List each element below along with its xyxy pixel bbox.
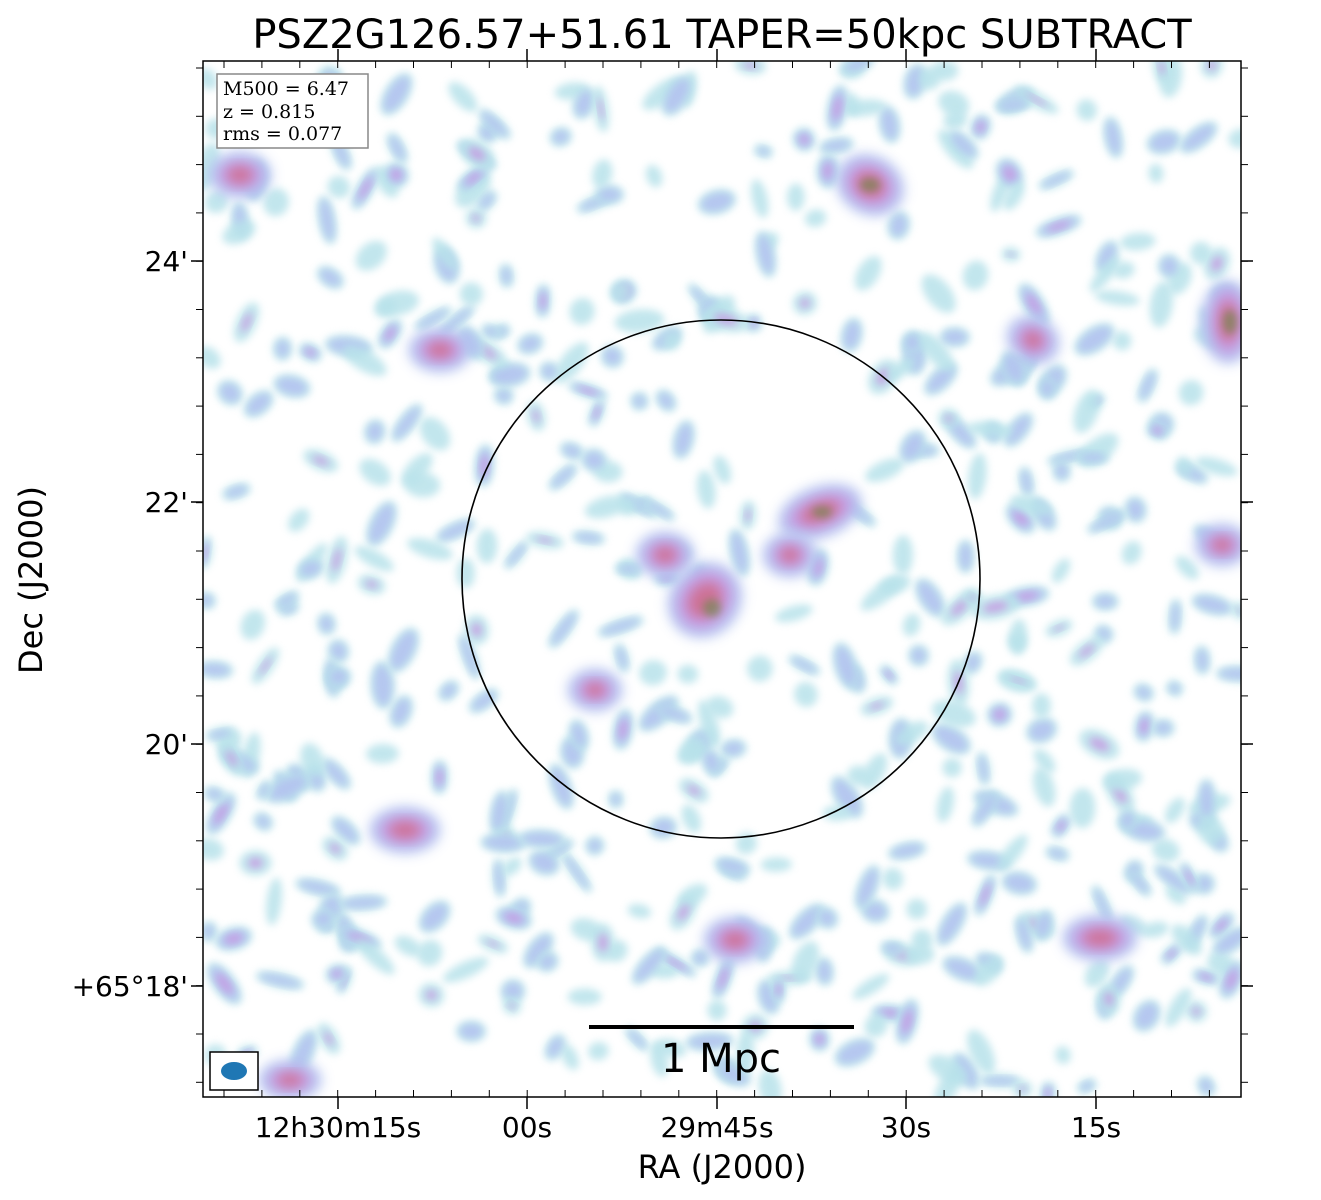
- axis-ticks: [191, 49, 1253, 1109]
- info-redshift: z = 0.815: [223, 101, 315, 123]
- info-mass: M500 = 6.47: [223, 78, 349, 100]
- x-tick-labels: 12h30m15s 00s 29m45s 30s 15s: [255, 1111, 1121, 1144]
- beam-ellipse: [221, 1062, 247, 1080]
- plot-frame: [202, 60, 1242, 1098]
- x-tick-label: 29m45s: [660, 1111, 773, 1144]
- plot-title: PSZ2G126.57+51.61 TAPER=50kpc SUBTRACT: [252, 12, 1192, 58]
- beam-indicator: [209, 1051, 259, 1091]
- r500-circle: [461, 319, 981, 839]
- info-box: M500 = 6.47 z = 0.815 rms = 0.077: [216, 73, 369, 149]
- x-axis-label: RA (J2000): [638, 1148, 807, 1186]
- y-tick-label: +65°18': [72, 970, 188, 1003]
- y-tick-label: 22': [145, 486, 188, 519]
- y-tick-label: 24': [145, 245, 188, 278]
- x-tick-label: 12h30m15s: [255, 1111, 422, 1144]
- radio-emission-map: [203, 61, 1241, 1097]
- y-tick-label: 20': [145, 728, 188, 761]
- y-tick-labels: 24' 22' 20' +65°18': [72, 245, 188, 1003]
- info-rms: rms = 0.077: [223, 123, 342, 145]
- scale-bar-label: 1 Mpc: [661, 1036, 781, 1082]
- y-axis-label: Dec (J2000): [12, 486, 50, 674]
- x-tick-label: 30s: [881, 1111, 931, 1144]
- scale-bar: 1 Mpc: [589, 1025, 854, 1082]
- x-tick-label: 15s: [1071, 1111, 1121, 1144]
- x-tick-label: 00s: [502, 1111, 552, 1144]
